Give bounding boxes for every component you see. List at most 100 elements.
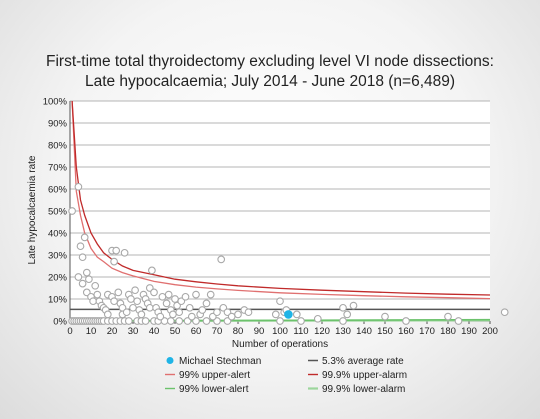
legend-symbol-highlight [166, 357, 174, 364]
x-tick-label-200: 200 [482, 326, 498, 337]
x-tick-label-70: 70 [212, 326, 223, 337]
surgeon-point-89 [164, 290, 173, 299]
surgeon-point-103 [206, 290, 215, 299]
surgeon-point-94 [175, 308, 184, 317]
x-tick-label-160: 160 [398, 326, 414, 337]
x-tick-label-180: 180 [440, 326, 456, 337]
surgeon-point-74 [133, 297, 142, 306]
surgeon-point-41 [74, 273, 83, 281]
y-tick-label-0: 0% [53, 317, 67, 328]
surgeon-point-43 [78, 253, 87, 262]
surgeon-point-121 [349, 301, 358, 310]
surgeon-point-114 [276, 297, 284, 306]
surgeon-point-124 [454, 317, 463, 325]
surgeon-point-120 [343, 310, 352, 319]
surgeon-point-63 [110, 297, 118, 306]
legend: Michael Stechman 5.3% average rate 99% upp… [165, 356, 407, 395]
legend-label-marker: Michael Stechman [179, 356, 261, 367]
chart-title-line-1: First-time total thyroidectomy excluding… [46, 53, 494, 70]
surgeon-point-51 [91, 281, 100, 290]
y-tick-label-90: 90% [48, 119, 68, 130]
y-tick-label-100: 100% [43, 97, 68, 108]
x-tick-label-50: 50 [170, 326, 181, 337]
surgeon-point-73 [131, 286, 139, 295]
surgeon-point-117 [292, 310, 301, 319]
surgeon-point-113 [271, 310, 280, 319]
surgeon-point-28 [166, 317, 175, 325]
plot-area: 0% 10% 20% 30% 40% 50% 60% 70% 80% 90% 100% 0 10 20 30… [43, 97, 509, 337]
surgeon-point-39 [68, 207, 76, 215]
surgeon-point-98 [187, 312, 196, 321]
x-tick-label-100: 100 [272, 326, 288, 337]
x-tick-label-30: 30 [128, 326, 139, 337]
y-tick-label-20: 20% [48, 273, 68, 284]
y-tick-label-60: 60% [48, 185, 68, 196]
x-tick-label-80: 80 [233, 326, 244, 337]
surgeon-point-105 [213, 308, 221, 317]
x-tick-label-140: 140 [356, 326, 372, 337]
x-tick-label-130: 130 [335, 326, 351, 337]
surgeon-point-69 [122, 308, 131, 317]
x-tick-label-190: 190 [461, 326, 477, 337]
x-tick-label-150: 150 [377, 326, 393, 337]
y-tick-label-70: 70% [48, 163, 68, 174]
surgeon-point-88 [162, 299, 171, 308]
y-tick-label-80: 80% [48, 141, 68, 152]
y-tick-label-50: 50% [48, 207, 68, 218]
surgeon-point-101 [198, 306, 207, 314]
surgeon-point-24 [141, 317, 150, 325]
surgeon-point-40 [74, 182, 83, 191]
x-axis-title: Number of operations [232, 339, 328, 350]
surgeon-point-47 [85, 275, 93, 284]
surgeon-point-76 [137, 310, 146, 319]
surgeon-point-46 [82, 268, 91, 277]
x-tick-label-110: 110 [293, 326, 308, 337]
x-tick-label-90: 90 [254, 326, 265, 337]
legend-label-upper-alarm: 99.9% upper-alarm [322, 370, 407, 381]
surgeon-point-110 [234, 310, 242, 319]
surgeon-point-32 [202, 317, 211, 325]
surgeon-point-87 [158, 292, 167, 301]
x-tick-label-0: 0 [67, 326, 72, 337]
surgeon-point-60 [110, 257, 118, 266]
surgeon-point-81 [148, 266, 156, 275]
surgeon-point-42 [76, 242, 85, 251]
surgeon-point-35 [276, 317, 284, 325]
y-tick-label-40: 40% [48, 229, 68, 240]
surgeon-point-67 [120, 248, 129, 257]
surgeon-point-112 [244, 308, 253, 317]
surgeon-point-37 [339, 317, 347, 325]
surgeon-point-52 [93, 290, 102, 299]
surgeon-point-96 [181, 292, 190, 301]
surgeon-point-122 [381, 312, 389, 321]
y-axis-title: Late hypocalcaemia rate [27, 155, 38, 264]
surgeon-point-57 [103, 310, 112, 319]
legend-label-upper-alert: 99% upper-alert [179, 370, 250, 381]
surgeon-point-45 [80, 233, 89, 242]
surgeon-point-91 [169, 310, 177, 319]
legend-label-lower-alarm: 99.9% lower-alarm [322, 384, 405, 395]
surgeon-point-119 [339, 303, 347, 312]
surgeon-point-21 [124, 317, 133, 325]
surgeon-point-36 [297, 317, 305, 325]
x-tick-label-40: 40 [149, 326, 160, 337]
x-tick-label-120: 120 [314, 326, 330, 337]
surgeon-point-102 [202, 299, 211, 308]
surgeon-point-38 [402, 317, 410, 325]
x-tick-label-60: 60 [191, 326, 202, 337]
x-tick-label-20: 20 [107, 326, 118, 337]
surgeon-point-64 [114, 288, 123, 297]
y-tick-label-10: 10% [48, 295, 68, 306]
highlight-point [284, 310, 293, 319]
y-tick-label-30: 30% [48, 251, 68, 262]
surgeon-point-80 [145, 303, 154, 312]
surgeon-point-92 [171, 295, 179, 303]
surgeon-point-71 [127, 295, 135, 303]
surgeon-point-86 [156, 312, 165, 321]
surgeon-point-44 [78, 279, 87, 288]
surgeon-point-99 [192, 290, 200, 299]
surgeon-point-109 [227, 312, 236, 321]
surgeon-point-118 [313, 314, 322, 323]
surgeon-point-125 [500, 308, 509, 317]
